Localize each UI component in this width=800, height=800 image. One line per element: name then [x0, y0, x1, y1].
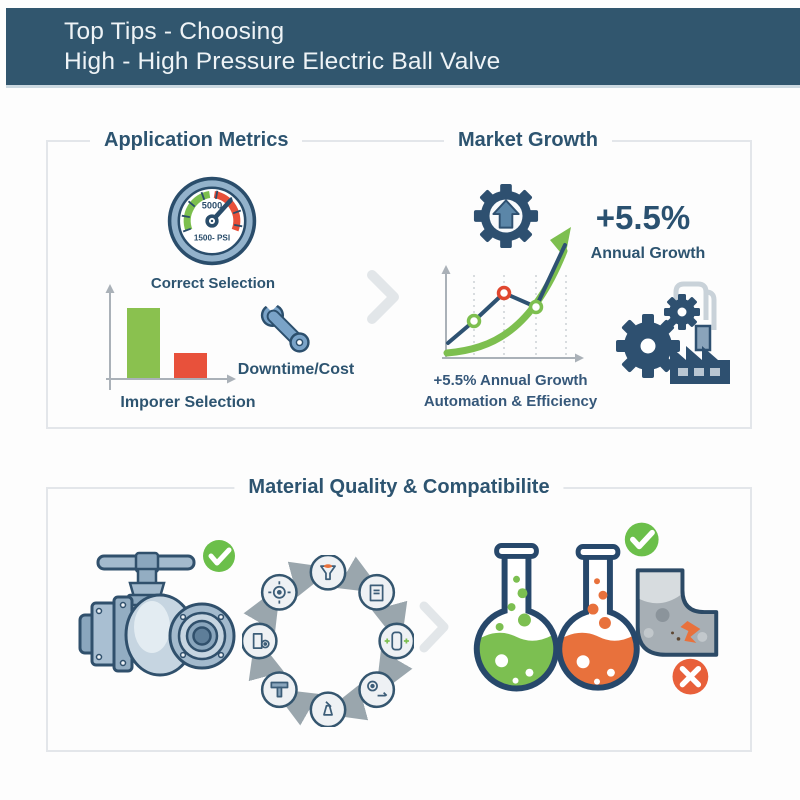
ball-valve-icon [78, 540, 236, 677]
flask-orange-icon [556, 544, 640, 691]
bar-correct [127, 308, 160, 379]
factory-gears-icon [616, 281, 730, 384]
gear-up-arrow-icon [473, 183, 539, 249]
market-growth-chart [441, 227, 584, 363]
section-title-market-growth: Market Growth [444, 128, 613, 152]
header-banner: Top Tips - Choosing High - High Pressure… [6, 8, 800, 88]
chart-caption: +5.5% Annual Growth Automation & Efficie… [403, 370, 618, 412]
chevron-right-icon [419, 601, 449, 653]
improper-selection-label: Imporer Selection [120, 394, 256, 411]
bar-improper [174, 353, 207, 379]
annual-growth-label: Annual Growth [590, 245, 706, 262]
wrench-icon [258, 296, 310, 353]
cross-badge-icon [672, 658, 709, 695]
corroded-pipe-icon [635, 568, 719, 657]
up-arrow-icon [492, 199, 520, 229]
check-badge-icon [203, 540, 235, 572]
header-title-line1: Top Tips - Choosing [64, 17, 285, 45]
chart-caption-line1: +5.5% Annual Growth [433, 372, 588, 389]
annual-growth-value: +5.5% [595, 199, 691, 236]
section-title-material-quality: Material Quality & Compatibilite [234, 475, 564, 499]
gauge-bottom-label: 1500- PSI [194, 233, 230, 242]
chart-caption-line2: Automation & Efficiency [423, 393, 598, 410]
top-panel: Application Metrics Market Growth 5000 1… [46, 128, 752, 429]
chimney [694, 324, 712, 352]
downtime-cost-label: Downtime/Cost [237, 361, 355, 378]
chevron-right-icon [367, 270, 399, 324]
check-badge-icon [624, 522, 659, 557]
pressure-gauge-icon: 5000 1500- PSI [167, 176, 257, 266]
correct-selection-label: Correct Selection [150, 275, 276, 292]
header-title-line2: High - High Pressure Electric Ball Valve [64, 47, 501, 75]
flask-green-icon [473, 543, 560, 692]
process-cycle-icon [242, 555, 414, 727]
selection-bar-chart [105, 284, 236, 390]
compatibility-flasks-group [473, 522, 719, 695]
growth-arrow-icon [443, 247, 568, 357]
bottom-panel: Material Quality & Compatibilite [46, 475, 752, 752]
gauge-top-value: 5000 [202, 201, 222, 211]
section-title-application-metrics: Application Metrics [90, 128, 303, 152]
factory-roof [670, 346, 730, 362]
